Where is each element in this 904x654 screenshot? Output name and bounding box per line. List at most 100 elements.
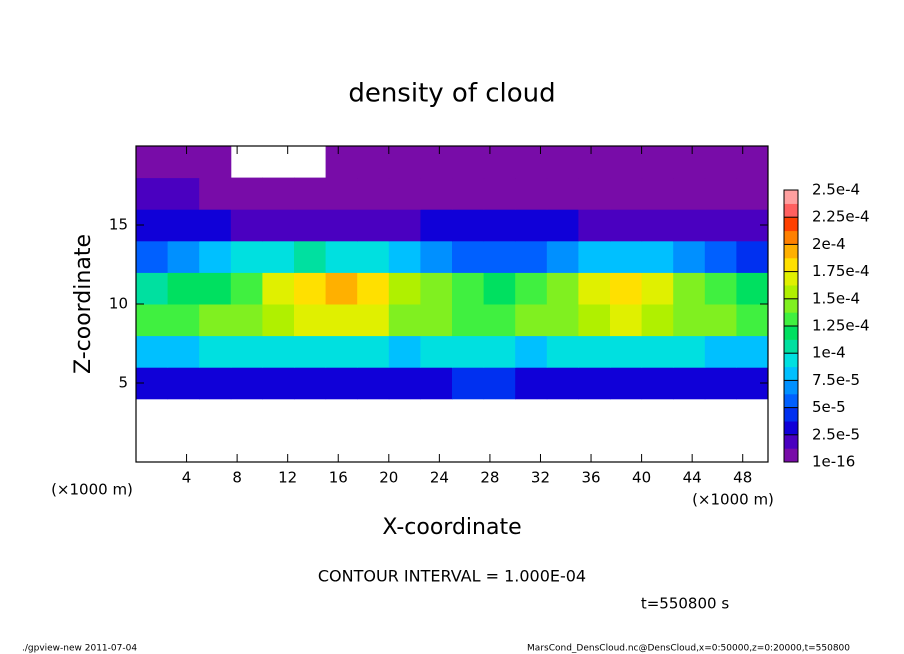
heatmap-cell [673, 240, 706, 273]
heatmap-cell [736, 146, 769, 179]
heatmap-cell [515, 209, 548, 242]
heatmap-cell [483, 367, 516, 400]
colorbar-segment [784, 421, 798, 436]
colorbar-segment [784, 230, 798, 245]
heatmap-cell [357, 209, 390, 242]
heatmap-cell [704, 335, 737, 368]
colorbar-tick-label: 2.25e-4 [812, 208, 870, 226]
colorbar-segment [784, 298, 798, 313]
heatmap-cell [483, 272, 516, 305]
colorbar-segment [784, 448, 798, 463]
heatmap-cell [167, 304, 200, 337]
colorbar-segment [784, 244, 798, 259]
heatmap-cell [546, 209, 579, 242]
heatmap-cell [452, 304, 485, 337]
heatmap-cell [357, 304, 390, 337]
heatmap-cell [610, 335, 643, 368]
heatmap-cell [452, 240, 485, 273]
heatmap-cell [578, 209, 611, 242]
heatmap-cell [610, 177, 643, 210]
heatmap-cell [167, 335, 200, 368]
heatmap-cell [546, 367, 579, 400]
heatmap-cell [136, 177, 169, 210]
colorbar-segment [784, 312, 798, 327]
heatmap-cell [388, 272, 421, 305]
heatmap-cell [136, 240, 169, 273]
heatmap-cell [199, 335, 232, 368]
colorbar-tick-label: 1.5e-4 [812, 289, 860, 307]
heatmap-cell [388, 209, 421, 242]
heatmap-cell [704, 367, 737, 400]
heatmap-cell [325, 335, 358, 368]
heatmap-cell [262, 335, 295, 368]
heatmap-cell [641, 240, 674, 273]
heatmap-cell [230, 209, 263, 242]
heatmap-cell [420, 272, 453, 305]
heatmap-cell [294, 209, 327, 242]
heatmap-cell [294, 272, 327, 305]
heatmap-cell [420, 240, 453, 273]
heatmap-cell [230, 304, 263, 337]
heatmap-cell [483, 209, 516, 242]
heatmap-cell [704, 240, 737, 273]
x-tick-label: 4 [182, 469, 192, 487]
heatmap-cell [736, 272, 769, 305]
x-axis-label: X-coordinate [382, 515, 521, 540]
colorbar-segment [784, 394, 798, 408]
heatmap-cell [641, 304, 674, 337]
heatmap-cell [483, 304, 516, 337]
colorbar-tick-label: 2e-4 [812, 235, 846, 253]
heatmap-cell [578, 367, 611, 400]
heatmap-cell [325, 146, 358, 179]
y-unit: (×1000 m) [51, 481, 133, 499]
heatmap-cell [578, 240, 611, 273]
heatmap-cell [578, 272, 611, 305]
heatmap-cell [515, 146, 548, 179]
heatmap-cell [167, 146, 200, 179]
heatmap-cell [388, 335, 421, 368]
colorbar-tick-label: 1e-4 [812, 344, 846, 362]
heatmap-cell [736, 335, 769, 368]
heatmap-cell [578, 304, 611, 337]
heatmap-cell [325, 367, 358, 400]
heatmap-cell [199, 209, 232, 242]
colorbar-tick-label: 7.5e-5 [812, 371, 860, 389]
x-tick-label: 8 [232, 469, 242, 487]
colorbar-segment [784, 258, 798, 272]
heatmap-cell [546, 177, 579, 210]
heatmap-cell [704, 209, 737, 242]
heatmap-cell [546, 335, 579, 368]
heatmap-cell [673, 177, 706, 210]
heatmap-cell [357, 146, 390, 179]
footer-right: MarsCond_DensCloud.nc@DensCloud,x=0:5000… [527, 644, 850, 654]
x-tick-label: 20 [379, 469, 398, 487]
heatmap-cell [357, 177, 390, 210]
colorbar-segment [784, 190, 798, 204]
colorbar-tick-label: 2.5e-4 [812, 181, 860, 199]
heatmap-cell [262, 177, 295, 210]
heatmap-cell [388, 177, 421, 210]
heatmap-cell [610, 209, 643, 242]
colorbar-tick-label: 2.5e-5 [812, 425, 860, 443]
colorbar-segment [784, 217, 798, 232]
heatmap-cell [167, 272, 200, 305]
heatmap-cell [673, 335, 706, 368]
heatmap-cell [136, 335, 169, 368]
heatmap-cell [483, 177, 516, 210]
heatmap-cell [325, 209, 358, 242]
heatmap-cell [515, 304, 548, 337]
heatmap-cell [388, 146, 421, 179]
heatmap-cell [230, 272, 263, 305]
heatmap-cell [483, 146, 516, 179]
heatmap-cell [546, 304, 579, 337]
heatmap-cell [673, 209, 706, 242]
heatmap-cell [420, 209, 453, 242]
heatmap-cell [357, 240, 390, 273]
heatmap-cell [230, 335, 263, 368]
x-tick-label: 36 [581, 469, 600, 487]
heatmap-cell [136, 146, 169, 179]
heatmap-cell [641, 335, 674, 368]
colorbar-segment [784, 407, 798, 422]
colorbar-tick-label: 1.75e-4 [812, 262, 870, 280]
